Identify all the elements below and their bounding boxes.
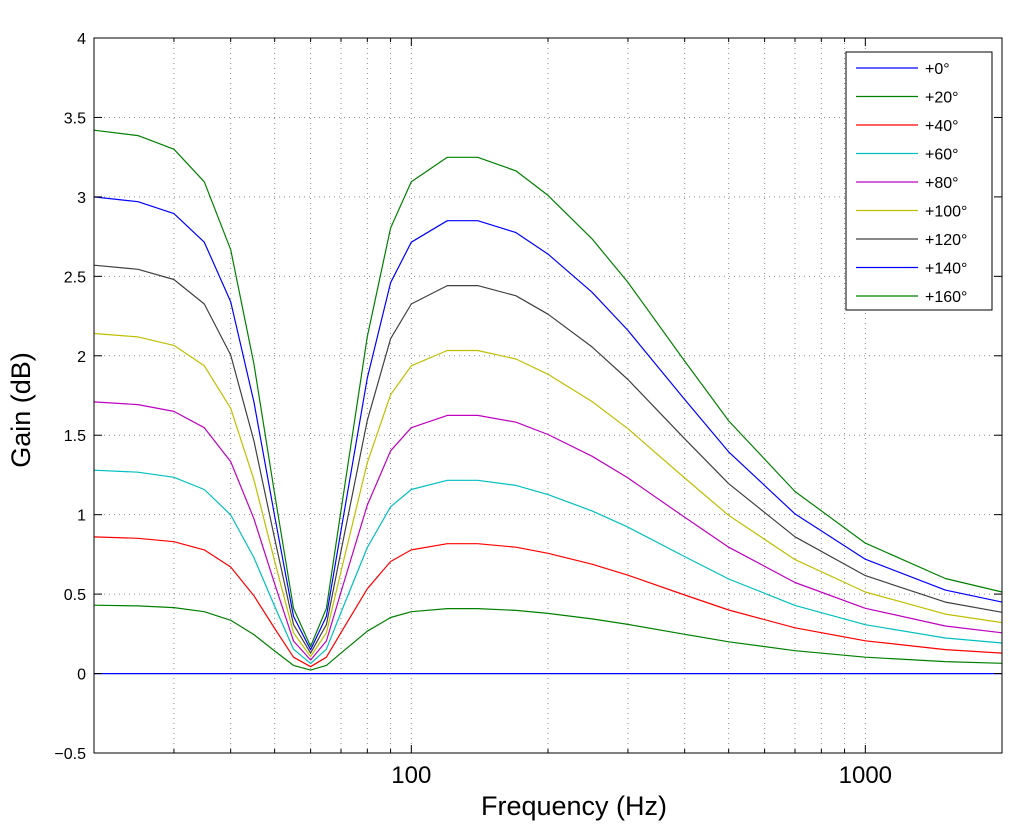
legend-items: +0° +20° +40° +60° +80° +100° +120° +140° +160° bbox=[856, 61, 967, 306]
x-tick-labels: 100 1000 bbox=[391, 762, 892, 789]
y-tick-label: 0 bbox=[77, 667, 86, 684]
legend-box bbox=[845, 51, 993, 311]
legend: +0° +20° +40° +60° +80° +100° +120° +140° +160° bbox=[845, 51, 993, 311]
series-layer bbox=[93, 129, 1003, 675]
series-line bbox=[93, 469, 1003, 665]
legend-label: +160° bbox=[925, 289, 967, 306]
x-tick-label: 1000 bbox=[839, 762, 892, 789]
axis-ticks bbox=[94, 37, 1002, 754]
y-axis-title: Gain (dB) bbox=[6, 352, 36, 468]
y-tick-label: 3.5 bbox=[64, 110, 86, 127]
series-line bbox=[93, 264, 1003, 654]
legend-label: +140° bbox=[925, 261, 967, 278]
y-tick-label: −0.5 bbox=[54, 746, 86, 763]
y-tick-label: 4 bbox=[77, 31, 86, 48]
y-tick-label: 0.5 bbox=[64, 587, 86, 604]
legend-label: +80° bbox=[925, 175, 959, 192]
y-tick-label: 2.5 bbox=[64, 269, 86, 286]
y-tick-label: 1.5 bbox=[64, 428, 86, 445]
x-axis-title: Frequency (Hz) bbox=[481, 791, 667, 821]
series-line bbox=[93, 401, 1003, 661]
series-line bbox=[93, 604, 1003, 671]
legend-label: +40° bbox=[925, 118, 959, 135]
series-line bbox=[93, 196, 1003, 651]
y-tick-labels: −0.5 0 0.5 1 1.5 2 2.5 3 3.5 4 bbox=[54, 31, 86, 763]
y-tick-label: 3 bbox=[77, 190, 86, 207]
legend-label: +100° bbox=[925, 204, 967, 221]
series-line bbox=[93, 332, 1003, 658]
legend-label: +60° bbox=[925, 147, 959, 164]
legend-label: +0° bbox=[925, 61, 950, 78]
y-tick-label: 2 bbox=[77, 349, 86, 366]
series-line bbox=[93, 536, 1003, 668]
y-tick-label: 1 bbox=[77, 508, 86, 525]
legend-label: +120° bbox=[925, 232, 967, 249]
series-line bbox=[93, 129, 1003, 648]
x-tick-label: 100 bbox=[391, 762, 431, 789]
legend-label: +20° bbox=[925, 90, 959, 107]
